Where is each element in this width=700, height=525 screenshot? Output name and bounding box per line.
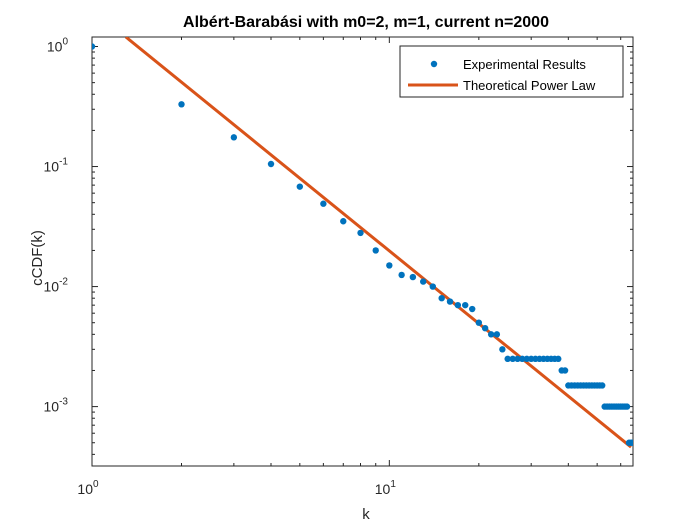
data-point	[481, 325, 489, 332]
data-point	[462, 301, 469, 309]
data-point	[340, 218, 347, 225]
x-tick-label: 100	[77, 479, 99, 497]
data-point	[519, 355, 526, 363]
legend-label-theoretical: Theoretical Power Law	[463, 78, 596, 93]
data-point	[504, 355, 511, 363]
data-point	[475, 319, 483, 326]
data-point	[493, 331, 501, 338]
y-tick-label: 10-3	[44, 397, 69, 415]
experimental-results-series	[92, 43, 633, 446]
axes-frame	[91, 36, 634, 467]
data-point	[409, 273, 417, 281]
data-point	[469, 305, 476, 313]
data-point	[509, 355, 516, 363]
data-point	[429, 283, 436, 290]
axes-box	[91, 36, 634, 467]
legend-marker-experimental	[430, 60, 438, 68]
legend-label-experimental: Experimental Results	[463, 57, 586, 72]
data-point	[398, 271, 405, 279]
chart-title: Albért-Barabási with m0=2, m=1, current …	[183, 14, 549, 31]
data-point	[357, 229, 364, 237]
data-point	[561, 367, 569, 374]
x-axis-label: k	[362, 506, 370, 523]
data-point	[320, 200, 327, 207]
data-point	[267, 160, 275, 168]
data-point	[514, 355, 521, 363]
legend: Experimental Results Theoretical Power L…	[399, 45, 624, 98]
data-point	[487, 331, 495, 338]
data-point	[386, 262, 393, 269]
y-axis-ticks: 100 10-1 10-2 10-3	[44, 37, 633, 455]
data-point	[599, 382, 606, 389]
theoretical-power-law-line	[124, 37, 632, 449]
data-point	[420, 278, 427, 285]
x-axis-ticks: 100 101	[77, 37, 622, 497]
data-point	[523, 355, 531, 363]
data-point	[296, 183, 304, 190]
y-tick-label: 100	[47, 37, 69, 55]
data-point	[629, 439, 633, 446]
x-tick-label: 101	[375, 479, 397, 497]
data-point	[454, 301, 462, 309]
data-point	[438, 295, 445, 302]
data-point	[623, 403, 631, 410]
data-point	[230, 134, 238, 141]
data-point	[499, 346, 506, 353]
data-point	[92, 43, 96, 50]
y-tick-label: 10-1	[44, 157, 69, 175]
theoretical-power-law-series	[124, 37, 632, 449]
data-point	[555, 355, 562, 363]
y-tick-label: 10-2	[44, 277, 69, 295]
y-axis-label: cCDF(k)	[29, 230, 46, 286]
data-point	[372, 247, 379, 254]
data-point	[178, 101, 185, 108]
legend-box	[399, 45, 624, 98]
data-point	[446, 298, 454, 305]
